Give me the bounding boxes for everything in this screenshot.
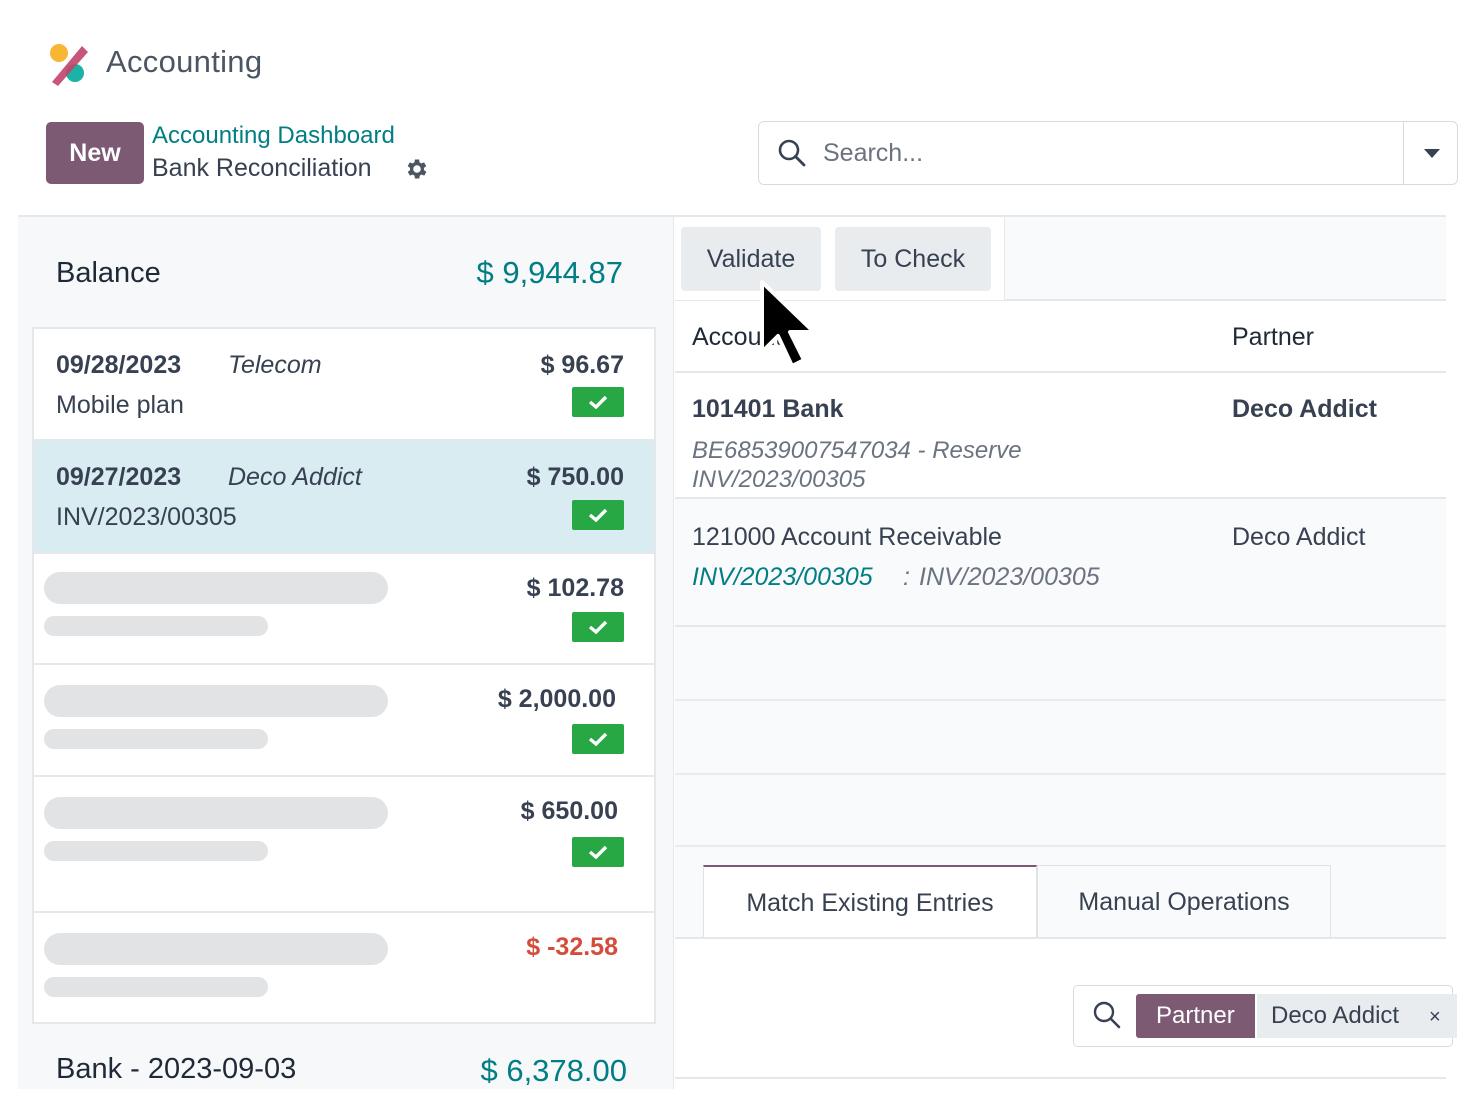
match-search-box[interactable]: Partner Deco Addict × <box>1073 985 1457 1047</box>
loading-placeholder <box>44 933 388 965</box>
statement-line[interactable]: $ -32.58 <box>34 913 654 1022</box>
breadcrumb-accounting-dashboard[interactable]: Accounting Dashboard <box>152 122 395 149</box>
loading-placeholder <box>44 797 388 829</box>
new-button[interactable]: New <box>46 122 144 184</box>
line-reference: INV/2023/00305 <box>692 466 866 493</box>
accounting-logo-icon[interactable] <box>46 42 90 86</box>
statement-line-amount: $ 650.00 <box>520 797 618 825</box>
line-partner: Deco Addict <box>1232 395 1377 423</box>
loading-placeholder <box>44 572 388 604</box>
statement-line-amount: $ 102.78 <box>526 574 624 602</box>
mouse-cursor-icon <box>760 280 816 368</box>
loading-placeholder <box>44 729 268 749</box>
divider <box>675 773 1446 775</box>
line-account: 101401 Bank <box>692 395 844 423</box>
reconcile-toolbar: Validate To Check <box>675 217 1005 301</box>
divider <box>1005 299 1446 301</box>
checkmark-icon <box>572 837 624 867</box>
statement-line[interactable]: $ 650.00 <box>34 777 654 913</box>
statement-line-amount: $ -32.58 <box>526 933 618 961</box>
tab-match-existing-entries[interactable]: Match Existing Entries <box>703 865 1037 939</box>
app-bar: Accounting <box>0 0 1468 110</box>
statement-line-date: 09/28/2023 <box>56 351 182 379</box>
checkmark-icon <box>572 500 624 530</box>
invoice-link[interactable]: INV/2023/00305 <box>692 563 873 591</box>
facet-value: Deco Addict <box>1257 994 1457 1038</box>
to-check-button[interactable]: To Check <box>835 227 991 291</box>
bank-statement-value: $ 6,378.00 <box>480 1053 627 1088</box>
loading-placeholder <box>44 841 268 861</box>
search-icon <box>1093 1001 1121 1029</box>
line-partner: Deco Addict <box>1232 523 1366 551</box>
divider <box>18 215 1446 217</box>
gear-icon[interactable] <box>404 156 430 182</box>
table-row[interactable]: 121000 Account Receivable Deco Addict IN… <box>675 499 1446 627</box>
statement-line[interactable]: $ 2,000.00 <box>34 665 654 777</box>
balance-label: Balance <box>56 257 161 289</box>
loading-placeholder <box>44 977 268 997</box>
divider <box>675 699 1446 701</box>
validate-button[interactable]: Validate <box>681 227 821 291</box>
statement-line-amount: $ 2,000.00 <box>497 685 616 713</box>
statement-line[interactable]: $ 102.78 <box>34 554 654 665</box>
close-icon[interactable]: × <box>1429 1006 1441 1028</box>
statement-line-partner: Telecom <box>228 351 322 379</box>
breadcrumb-current: Bank Reconciliation <box>152 154 372 182</box>
loading-placeholder <box>44 685 388 717</box>
column-header-partner[interactable]: Partner <box>1232 323 1314 351</box>
control-panel: New Accounting Dashboard Bank Reconcilia… <box>0 110 1468 216</box>
app-title: Accounting <box>106 44 263 79</box>
statement-line-amount: $ 96.67 <box>540 351 624 379</box>
bank-statement-label: Bank - 2023-09-03 <box>56 1053 297 1085</box>
tab-manual-operations[interactable]: Manual Operations <box>1037 865 1331 939</box>
caret-down-icon <box>1424 149 1440 158</box>
line-reference: INV/2023/00305 <box>919 563 1100 591</box>
reconciliation-panel: Validate To Check Account Partner 101401… <box>675 217 1457 1089</box>
divider <box>675 1077 1446 1079</box>
statement-line-list: 09/28/2023 Telecom Mobile plan $ 96.67 0… <box>32 327 656 1024</box>
search-icon <box>778 139 806 167</box>
search-options-toggle[interactable] <box>1403 122 1459 184</box>
statement-panel: Balance $ 9,944.87 09/28/2023 Telecom Mo… <box>18 217 674 1089</box>
statement-line-label: INV/2023/00305 <box>56 503 237 531</box>
loading-placeholder <box>44 616 268 636</box>
statement-line[interactable]: 09/28/2023 Telecom Mobile plan $ 96.67 <box>34 329 654 441</box>
statement-line-label: Mobile plan <box>56 391 184 419</box>
statement-line-partner: Deco Addict <box>228 463 362 491</box>
line-reference: BE68539007547034 - Reserve <box>692 437 1022 464</box>
statement-line-selected[interactable]: 09/27/2023 Deco Addict INV/2023/00305 $ … <box>34 441 654 554</box>
table-row[interactable]: 101401 Bank Deco Addict BE68539007547034… <box>675 373 1446 499</box>
search-box <box>758 121 1458 185</box>
tabs-divider <box>675 937 1446 939</box>
statement-line-date: 09/27/2023 <box>56 463 182 491</box>
match-entries-area: Partner Deco Addict × <box>675 939 1457 1089</box>
divider <box>675 845 1446 847</box>
line-account: 121000 Account Receivable <box>692 523 1002 551</box>
facet-field: Partner <box>1136 994 1255 1038</box>
checkmark-icon <box>572 612 624 642</box>
search-input[interactable] <box>823 134 1383 172</box>
statement-line-amount: $ 750.00 <box>526 463 624 491</box>
line-separator: : <box>903 563 910 591</box>
balance-value: $ 9,944.87 <box>476 255 623 290</box>
checkmark-icon <box>572 724 624 754</box>
checkmark-icon <box>572 387 624 417</box>
